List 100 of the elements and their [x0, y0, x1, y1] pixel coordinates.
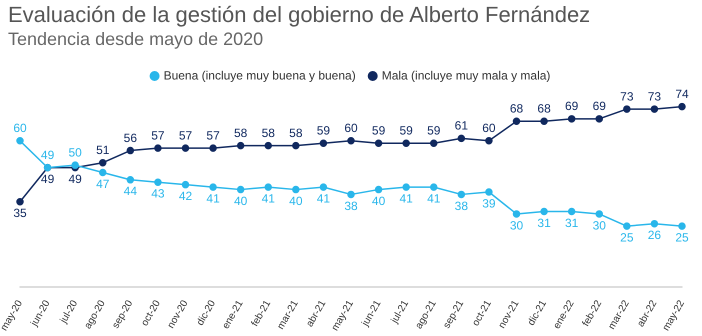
data-label: 69	[592, 99, 606, 114]
data-label: 69	[564, 99, 579, 114]
point	[485, 188, 493, 196]
data-label: 51	[96, 143, 110, 158]
data-label: 73	[648, 89, 662, 104]
data-label: 47	[96, 176, 110, 191]
data-label: 41	[262, 191, 276, 206]
point	[236, 142, 244, 150]
data-label: 30	[592, 218, 606, 232]
data-label: 60	[13, 121, 27, 136]
data-label: 68	[510, 102, 524, 116]
data-label: 26	[648, 228, 662, 242]
point	[209, 144, 217, 152]
legend-label: Mala (incluye muy mala y mala)	[382, 68, 550, 82]
point	[264, 142, 272, 150]
point	[540, 208, 548, 216]
point	[458, 134, 466, 142]
chart-title: Evaluación de la gestión del gobierno de Alberto Fernández	[8, 2, 590, 28]
data-label: 61	[454, 118, 468, 133]
data-label: 40	[372, 194, 386, 208]
point	[540, 118, 548, 126]
point	[596, 210, 603, 218]
point	[71, 161, 79, 169]
data-label: 39	[482, 196, 496, 210]
point	[292, 186, 300, 194]
point	[568, 115, 576, 123]
point	[650, 105, 658, 113]
data-label: 40	[234, 194, 248, 208]
data-label: 58	[262, 126, 276, 140]
point	[182, 180, 190, 188]
point	[347, 190, 355, 198]
data-label: 43	[151, 186, 165, 201]
point	[650, 220, 658, 228]
data-label: 41	[316, 191, 330, 206]
data-label: 38	[344, 198, 358, 213]
data-label: 49	[40, 172, 55, 186]
point	[99, 168, 106, 176]
data-label: 35	[13, 206, 27, 220]
data-label: 50	[68, 145, 82, 160]
point	[154, 144, 162, 152]
point	[320, 139, 328, 147]
point	[374, 139, 382, 147]
data-label: 57	[206, 128, 220, 142]
data-label: 40	[289, 194, 303, 208]
point	[320, 183, 328, 191]
data-label: 31	[537, 216, 552, 230]
point	[678, 222, 686, 230]
data-label: 68	[537, 102, 552, 116]
point	[485, 137, 493, 145]
point	[623, 105, 631, 113]
point	[16, 137, 24, 145]
data-label: 42	[178, 188, 192, 203]
data-label: 49	[40, 148, 55, 162]
data-label: 41	[206, 191, 220, 206]
point	[264, 183, 272, 191]
point	[623, 222, 631, 230]
chart-subtitle: Tendencia desde mayo de 2020	[8, 29, 264, 50]
point	[126, 146, 134, 154]
data-label: 31	[564, 216, 579, 230]
data-label: 58	[234, 126, 248, 140]
legend-label: Buena (incluye muy buena y buena)	[164, 68, 356, 82]
data-label: 57	[178, 128, 192, 142]
point	[458, 190, 466, 198]
data-label: 73	[620, 89, 634, 104]
data-label: 60	[482, 121, 496, 136]
data-label: 59	[372, 124, 386, 138]
point	[430, 139, 438, 147]
data-label: 59	[316, 124, 330, 138]
data-label: 58	[289, 126, 303, 140]
data-label: 59	[399, 124, 414, 138]
data-label: 41	[399, 191, 414, 206]
point	[347, 137, 355, 145]
data-label: 38	[454, 198, 468, 213]
point	[512, 210, 520, 218]
point	[678, 102, 686, 110]
data-label: 44	[124, 184, 138, 198]
point	[292, 142, 300, 150]
point	[596, 115, 603, 123]
point	[209, 183, 217, 191]
data-label: 30	[510, 218, 524, 232]
data-label: 49	[68, 172, 82, 186]
point	[402, 139, 410, 147]
data-label: 74	[675, 86, 689, 101]
point	[374, 186, 382, 194]
data-label: 25	[675, 230, 689, 244]
point	[568, 208, 576, 216]
point	[182, 144, 190, 152]
data-label: 25	[620, 230, 634, 244]
data-label: 41	[427, 191, 441, 206]
data-label: 60	[344, 121, 358, 136]
data-label: 59	[427, 124, 441, 138]
data-label: 56	[124, 130, 138, 145]
point	[154, 178, 162, 186]
point	[99, 158, 106, 166]
point	[16, 198, 24, 206]
point	[402, 183, 410, 191]
point	[512, 118, 520, 126]
point	[236, 186, 244, 194]
point	[126, 176, 134, 184]
point	[430, 183, 438, 191]
